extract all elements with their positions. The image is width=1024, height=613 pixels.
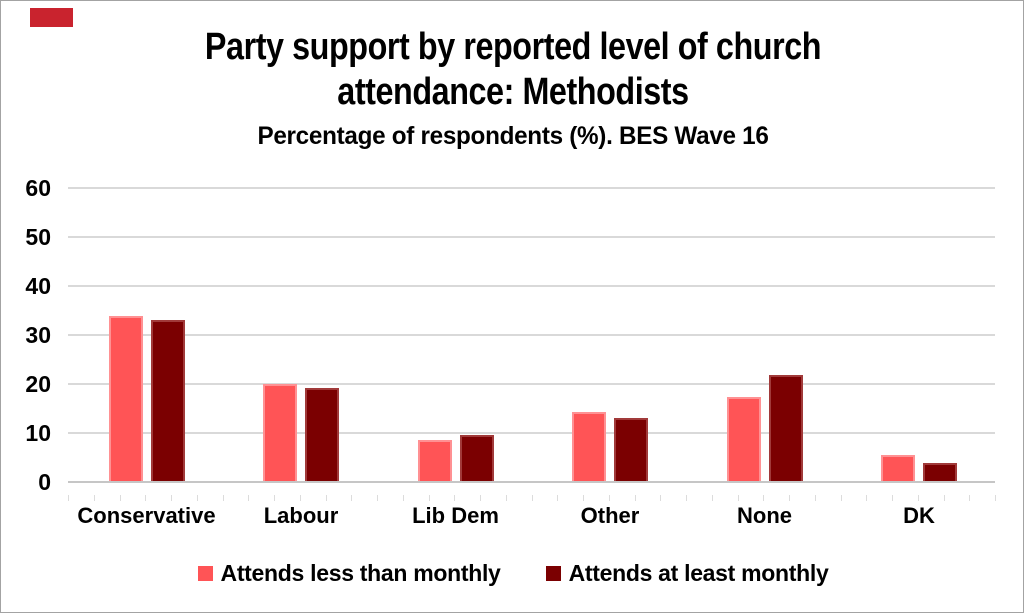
bar-none-s1 [768, 375, 803, 482]
gridline [68, 235, 995, 238]
legend-swatch-icon [197, 566, 213, 581]
axis-minor-tick [917, 495, 919, 501]
legend-item-at-least-monthly: Attends at least monthly [545, 560, 829, 587]
axis-minor-tick [608, 495, 610, 501]
gridline [68, 333, 995, 336]
axis-minor-tick [171, 495, 172, 501]
axis-minor-tick [325, 495, 327, 501]
bar-labour-s1 [305, 388, 339, 482]
axis-minor-tick [145, 495, 147, 501]
bar-dk-s1 [923, 463, 957, 482]
gridline [68, 284, 995, 287]
y-axis-tick-label: 30 [25, 321, 51, 348]
axis-minor-tick [274, 495, 275, 501]
bar-other-s1 [614, 417, 648, 482]
y-axis-tick-label: 40 [25, 272, 51, 299]
axis-minor-tick [634, 495, 636, 501]
gridline [68, 186, 995, 189]
legend-label: Attends less than monthly [220, 560, 501, 586]
y-axis-tick-label: 20 [25, 370, 51, 397]
axis-minor-tick [866, 495, 868, 501]
axis-minor-tick [377, 495, 378, 501]
axis-minor-tick [402, 495, 404, 501]
axis-minor-tick [943, 495, 945, 501]
axis-minor-tick [454, 495, 456, 501]
gridline [68, 382, 995, 385]
x-axis-line [68, 480, 995, 483]
axis-minor-tick [299, 495, 301, 501]
chart-header: Party support by reported level of churc… [1, 25, 1023, 150]
x-axis-category-label: Labour [263, 503, 339, 528]
chart-subtitle: Percentage of respondents (%). BES Wave … [257, 122, 769, 150]
x-axis-category-label: None [737, 503, 792, 528]
bar-conservative-s1 [150, 320, 185, 482]
axis-minor-tick [892, 495, 893, 501]
axis-minor-tick [248, 495, 250, 501]
axis-minor-tick [505, 495, 507, 501]
x-axis-category-label: Conservative [77, 503, 216, 528]
bar-other-s0 [572, 411, 606, 482]
axis-minor-tick [840, 495, 842, 501]
axis-minor-tick [995, 495, 996, 501]
y-axis-tick-label: 60 [25, 174, 51, 201]
axis-minor-tick [222, 495, 224, 501]
red-marker [30, 8, 73, 27]
gridline [68, 431, 995, 434]
x-axis-category-label: DK [903, 503, 935, 528]
axis-minor-tick [68, 495, 69, 501]
axis-minor-tick [789, 495, 790, 501]
y-axis-tick-label: 0 [38, 468, 51, 495]
axis-minor-tick [531, 495, 533, 501]
axis-minor-tick [351, 495, 353, 501]
axis-minor-tick [737, 495, 739, 501]
axis-minor-tick [814, 495, 816, 501]
x-axis-category-label: Other [580, 503, 640, 528]
x-axis-category-label: Lib Dem [412, 503, 499, 528]
chart-legend: Attends less than monthly Attends at lea… [1, 560, 1023, 587]
axis-minor-tick [119, 495, 121, 501]
chart-title-line-1: Party support by reported level of churc… [204, 26, 822, 68]
y-axis-tick-label: 50 [25, 223, 51, 250]
legend-item-less-than-monthly: Attends less than monthly [197, 560, 501, 587]
axis-minor-tick [557, 495, 559, 501]
axis-minor-tick [969, 495, 971, 501]
axis-minor-tick [763, 495, 765, 501]
legend-swatch-icon [545, 566, 561, 581]
y-axis-tick-label: 10 [25, 419, 51, 446]
bar-labour-s0 [263, 384, 297, 482]
axis-minor-tick [686, 495, 687, 501]
bar-none-s0 [726, 396, 761, 482]
axis-minor-tick [660, 495, 662, 501]
bar-lib-dem-s1 [459, 435, 494, 482]
bar-dk-s0 [881, 454, 915, 482]
axis-minor-tick [711, 495, 713, 501]
legend-label: Attends at least monthly [568, 560, 829, 586]
axis-minor-tick [196, 495, 198, 501]
chart-title-line-2: attendance: Methodists [337, 71, 689, 113]
axis-minor-tick [480, 495, 481, 501]
bar-conservative-s0 [108, 315, 143, 482]
axis-minor-tick [428, 495, 430, 501]
axis-minor-tick [93, 495, 95, 501]
bar-lib-dem-s0 [417, 439, 452, 482]
axis-minor-tick [583, 495, 584, 501]
